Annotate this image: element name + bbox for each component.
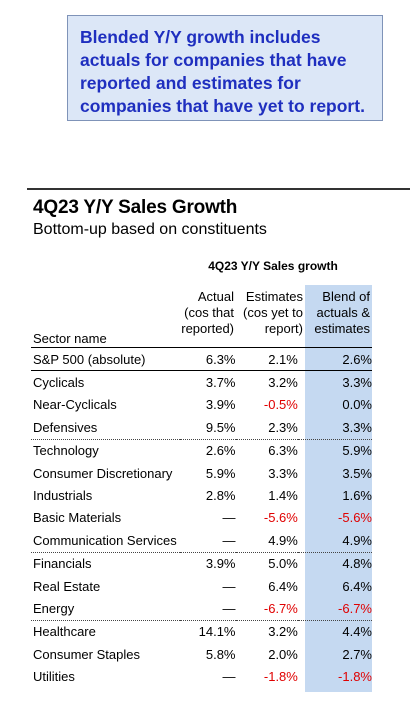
blend-cell: 3.3% [342, 419, 372, 435]
header-actual: Actual (cos that reported) [178, 289, 234, 337]
column-group-title: 4Q23 Y/Y Sales growth [208, 259, 338, 273]
blend-cell: 4.4% [297, 619, 372, 644]
section-divider [27, 188, 410, 190]
actual-cell: 3.9% [179, 551, 236, 575]
sector-name-cell: Energy [33, 600, 75, 616]
estimates-cell: 3.2% [235, 370, 298, 394]
actual-cell: 14.1% [179, 619, 236, 644]
sector-name-cell: Basic Materials [33, 510, 122, 526]
table-row: Energy — -6.7% -6.7% [31, 597, 372, 620]
table-row: Financials 3.9% 5.0% 4.8% [31, 551, 372, 575]
table-row: Communication Services — 4.9% 4.9% [31, 529, 372, 552]
blend-cell: -1.8% [338, 669, 372, 685]
sales-growth-table: S&P 500 (absolute) 6.3% 2.1% 2.6% Cyclicals 3… [31, 348, 372, 688]
table-row: Utilities — -1.8% -1.8% [31, 665, 372, 687]
blend-cell: 1.6% [342, 488, 372, 504]
blend-cell: 5.9% [297, 438, 372, 462]
header-sector-name: Sector name [33, 331, 107, 346]
blend-cell: 3.5% [342, 465, 372, 481]
sector-name-cell: Defensives [33, 419, 98, 435]
table-subtitle: Bottom-up based on constituents [33, 221, 267, 238]
actual-cell: — [222, 669, 236, 685]
table-row: Near-Cyclicals 3.9% -0.5% 0.0% [31, 394, 372, 416]
actual-cell: 5.8% [205, 646, 236, 662]
estimates-cell: 6.4% [268, 578, 298, 594]
table-row: Consumer Discretionary 5.9% 3.3% 3.5% [31, 462, 372, 484]
actual-cell: — [222, 600, 236, 616]
estimates-cell: 1.4% [268, 488, 298, 504]
sector-name-cell: Industrials [33, 488, 93, 504]
blend-cell: 4.9% [342, 532, 372, 548]
table-row: Defensives 9.5% 2.3% 3.3% [31, 416, 372, 439]
actual-cell: — [222, 578, 236, 594]
sector-name-cell: Cyclicals [31, 370, 180, 394]
header-blend: Blend of actuals & estimates [305, 289, 370, 337]
estimates-cell: 4.9% [268, 532, 298, 548]
sector-name-cell: Near-Cyclicals [33, 397, 117, 413]
actual-cell: — [222, 510, 236, 526]
estimates-cell: 2.0% [268, 646, 298, 662]
blend-cell: -6.7% [338, 600, 372, 616]
actual-cell: — [222, 532, 236, 548]
table-row: S&P 500 (absolute) 6.3% 2.1% 2.6% [31, 348, 372, 372]
sector-name-cell: Consumer Staples [33, 646, 140, 662]
table-row: Real Estate — 6.4% 6.4% [31, 575, 372, 597]
header-blend-line: actuals & [316, 305, 370, 320]
sector-name-cell: Consumer Discretionary [33, 465, 173, 481]
estimates-cell: -0.5% [263, 397, 298, 413]
actual-cell: 3.7% [179, 370, 236, 394]
estimates-cell: -1.8% [263, 669, 298, 685]
actual-cell: 6.3% [179, 348, 236, 372]
estimates-cell: 6.3% [235, 438, 298, 462]
estimates-cell: -5.6% [263, 510, 298, 526]
header-actual-line: (cos that [184, 305, 234, 320]
sector-name-cell: Healthcare [31, 619, 180, 644]
table-row: Consumer Staples 5.8% 2.0% 2.7% [31, 643, 372, 665]
info-callout: Blended Y/Y growth includes actuals for … [67, 15, 383, 121]
header-estimates: Estimates (cos yet to report) [240, 289, 303, 337]
header-blend-line: Blend of [322, 289, 370, 304]
table-row: Cyclicals 3.7% 3.2% 3.3% [31, 370, 372, 394]
header-rule [31, 347, 372, 348]
estimates-cell: 5.0% [235, 551, 298, 575]
blend-cell: 2.6% [297, 348, 372, 372]
header-estimates-line: (cos yet to [243, 305, 303, 320]
sector-name-cell: Communication Services [33, 532, 177, 548]
table-row: Industrials 2.8% 1.4% 1.6% [31, 484, 372, 506]
blend-cell: 6.4% [342, 578, 372, 594]
sector-name-cell: S&P 500 (absolute) [31, 348, 180, 372]
header-blend-line: estimates [314, 321, 370, 336]
sector-name-cell: Utilities [33, 669, 75, 685]
blend-cell: 2.7% [342, 646, 372, 662]
table-row: Technology 2.6% 6.3% 5.9% [31, 438, 372, 462]
actual-cell: 2.6% [179, 438, 236, 462]
actual-cell: 2.8% [205, 488, 236, 504]
sector-name-cell: Technology [31, 438, 180, 462]
blend-cell: 3.3% [297, 370, 372, 394]
sector-name-cell: Real Estate [33, 578, 101, 594]
estimates-cell: 3.2% [235, 619, 298, 644]
blend-cell: -5.6% [338, 510, 372, 526]
blend-cell: 0.0% [342, 397, 372, 413]
estimates-cell: 2.3% [268, 419, 298, 435]
actual-cell: 9.5% [205, 419, 236, 435]
callout-text: Blended Y/Y growth includes actuals for … [80, 27, 365, 116]
actual-cell: 5.9% [205, 465, 236, 481]
header-estimates-line: report) [264, 321, 303, 336]
table-row: Healthcare 14.1% 3.2% 4.4% [31, 619, 372, 644]
estimates-cell: -6.7% [263, 600, 298, 616]
estimates-cell: 2.1% [235, 348, 298, 372]
header-actual-line: Actual [197, 289, 234, 304]
header-actual-line: reported) [181, 321, 234, 336]
actual-cell: 3.9% [205, 397, 236, 413]
table-title: 4Q23 Y/Y Sales Growth [33, 197, 238, 218]
table-row: Basic Materials — -5.6% -5.6% [31, 507, 372, 529]
sector-name-cell: Financials [31, 551, 180, 575]
blend-cell: 4.8% [297, 551, 372, 575]
estimates-cell: 3.3% [268, 465, 298, 481]
header-estimates-line: Estimates [245, 289, 303, 304]
